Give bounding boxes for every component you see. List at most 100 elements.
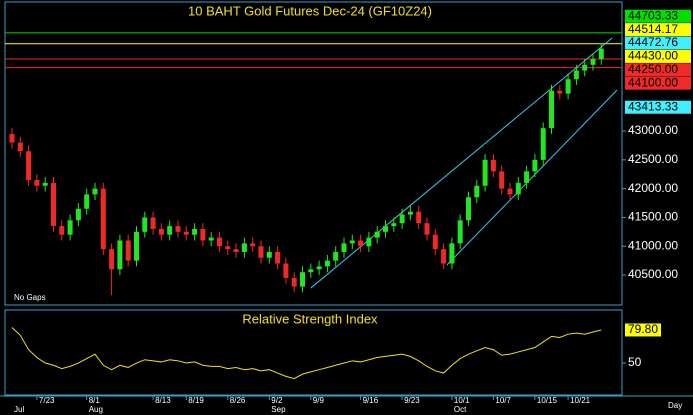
candle-body [42, 182, 48, 186]
candle-body [499, 171, 505, 189]
candle-body [416, 211, 422, 224]
candle-body [573, 70, 579, 80]
candle-body [449, 243, 455, 264]
y-tick-label: 41500.00 [628, 210, 678, 224]
price-tag-label: 44100.00 [628, 75, 678, 89]
price-tag-label: 44703.33 [628, 8, 678, 22]
chart-title: 10 BAHT Gold Futures Dec-24 (GF10Z24) [188, 3, 432, 18]
x-tick-label: 10/21 [570, 396, 591, 405]
candle-body [142, 217, 148, 232]
candle-body [92, 188, 98, 195]
candle-body [540, 128, 546, 160]
candle-body [9, 133, 15, 143]
x-unit-label: Day [668, 401, 682, 410]
candle-body [598, 48, 604, 60]
price-tag [625, 23, 691, 37]
candle-body [291, 277, 297, 287]
channel-line [446, 89, 618, 266]
candle-body [250, 243, 256, 247]
price-tag [625, 76, 691, 90]
candle-body [158, 228, 164, 235]
candle-body [341, 243, 347, 253]
candle-body [482, 159, 488, 186]
candle-body [217, 237, 222, 247]
candle-body [17, 142, 23, 152]
candle-body [474, 185, 480, 198]
y-tick-label: 42000.00 [628, 181, 678, 195]
candle-body [233, 249, 239, 253]
candle-body [300, 272, 305, 287]
x-tick-label: 8/26 [230, 396, 246, 405]
candle-body [84, 194, 90, 209]
candle-body [349, 240, 355, 244]
candle-body [524, 171, 530, 183]
x-tick-label: 9/2 [271, 396, 283, 405]
rsi-tag-label: 79.80 [628, 322, 658, 336]
price-tag-label: 44514.17 [628, 22, 678, 36]
candle-body [549, 90, 554, 129]
x-tick-label: 7/23 [39, 396, 55, 405]
y-tick-label: 50 [628, 355, 642, 369]
candle-body [266, 252, 272, 258]
candle-body [258, 246, 264, 258]
month-label: Aug [89, 405, 103, 414]
month-label: Oct [454, 405, 467, 414]
candle-body [432, 234, 438, 250]
x-tick-label: 8/1 [89, 396, 101, 405]
candle-body [150, 217, 156, 229]
candle-body [26, 151, 32, 180]
candle-body [565, 79, 571, 94]
gap-note: No Gaps [14, 293, 46, 302]
candle-body [51, 182, 56, 227]
candle-body [109, 249, 115, 270]
price-tag [625, 49, 691, 63]
y-tick-label: 40500.00 [628, 267, 678, 281]
candle-body [275, 252, 281, 264]
candle-body [192, 228, 198, 235]
candle-body [175, 226, 181, 232]
candle-body [374, 231, 380, 238]
candle-body [200, 228, 206, 241]
rsi-title: Relative Strength Index [242, 311, 378, 326]
candle-body [515, 182, 521, 195]
price-tag-label: 44472.76 [628, 35, 678, 49]
candle-body [183, 231, 189, 235]
candle-body [532, 159, 538, 172]
candle-body [316, 266, 322, 270]
price-tag-label: 43413.33 [628, 99, 678, 113]
y-tick-label: 42500.00 [628, 152, 678, 166]
rsi-line [11, 327, 602, 380]
rsi-panel [4, 309, 623, 396]
x-tick-label: 8/19 [188, 396, 204, 405]
x-tick-label: 9/23 [404, 396, 420, 405]
candle-body [557, 90, 563, 94]
price-tag-label: 44250.00 [628, 62, 678, 76]
price-tag [625, 9, 691, 23]
candle-body [358, 240, 364, 247]
candle-body [333, 252, 339, 261]
candle-body [283, 263, 289, 278]
candle-body [590, 59, 596, 65]
x-tick-label: 9/9 [313, 396, 325, 405]
candle-body [225, 246, 231, 250]
candle-body [100, 188, 106, 250]
x-tick-label: 10/7 [495, 396, 511, 405]
candle-body [75, 208, 81, 221]
candle-body [507, 188, 513, 195]
candle-body [241, 243, 247, 253]
candle-body [490, 159, 496, 172]
x-tick-label: 10/15 [537, 396, 558, 405]
candle-body [366, 237, 372, 247]
x-tick-label: 8/13 [155, 396, 171, 405]
y-tick-label: 41000.00 [628, 238, 678, 252]
candle-body [383, 226, 388, 232]
candle-body [167, 226, 173, 235]
price-tag [625, 100, 691, 114]
candle-body [208, 237, 214, 241]
price-tag-label: 44430.00 [628, 49, 678, 63]
candle-body [424, 223, 430, 235]
x-tick-label: 9/16 [363, 396, 379, 405]
price-tag [625, 63, 691, 77]
candle-body [134, 231, 139, 261]
